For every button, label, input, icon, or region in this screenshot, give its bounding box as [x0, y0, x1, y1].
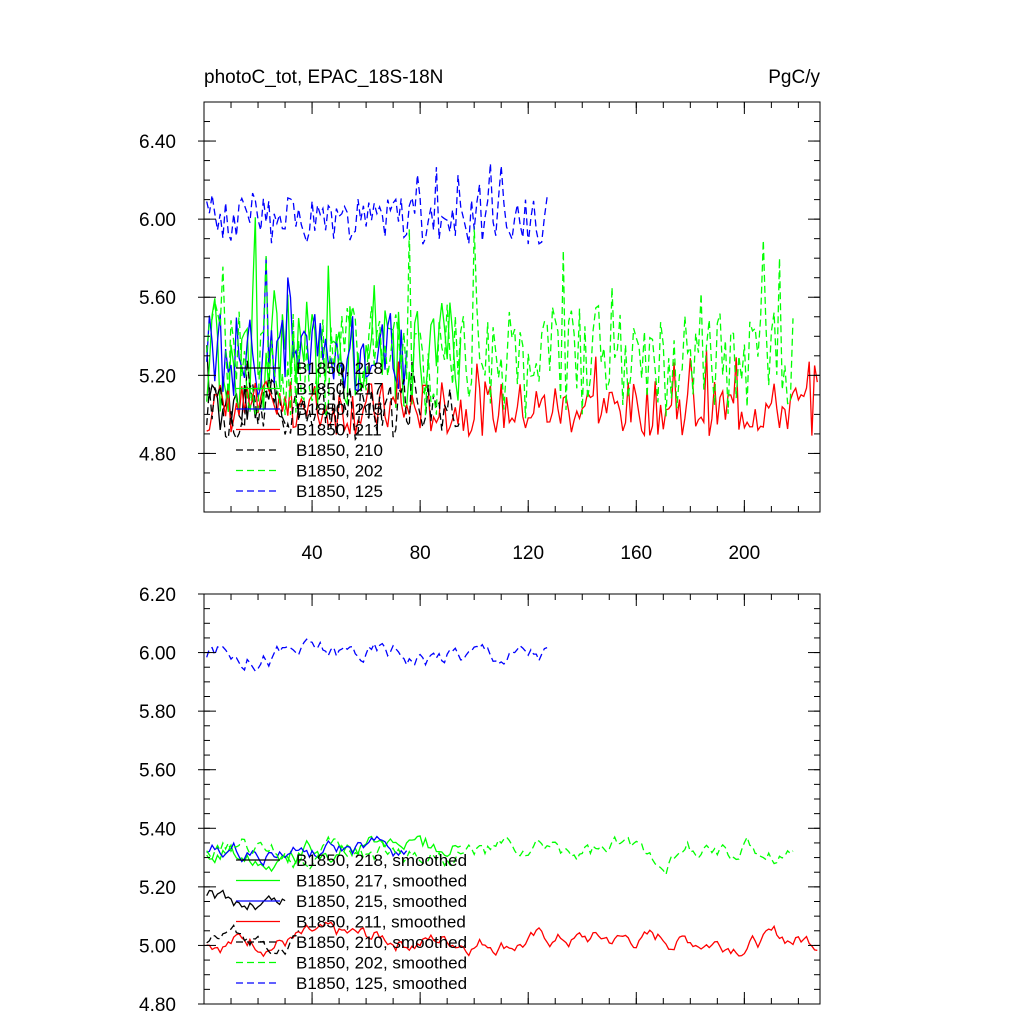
series-line	[206, 835, 408, 867]
legend-label: B1850, 125, smoothed	[296, 974, 467, 993]
y-tick-label: 5.40	[139, 819, 176, 840]
legend: B1850, 218, smoothed B1850, 217, smoothed…	[236, 851, 467, 993]
y-tick-label: 4.80	[139, 995, 176, 1016]
ticks-layer: 4.80 5.00 5.20 5.40 5.60 5.80 6.00 6.20	[139, 585, 820, 1016]
x-tick-label: 200	[728, 543, 760, 564]
y-tick-label: 6.40	[139, 132, 176, 153]
legend-label: B1850, 211	[296, 421, 382, 440]
chart-title: photoC_tot, EPAC_18S-18N	[204, 67, 443, 88]
legend-label: B1850, 218	[296, 359, 383, 378]
y-tick-label: 5.60	[139, 288, 176, 309]
series-line	[206, 924, 300, 956]
y-tick-label: 6.00	[139, 210, 176, 231]
units-label: PgC/y	[768, 67, 820, 88]
x-tick-label: 120	[512, 543, 544, 564]
ticks-layer: 4.80 5.20 5.60 6.00 6.40 40 80 120 160 200	[139, 101, 820, 564]
legend-label: B1850, 215	[296, 400, 383, 419]
plot-frame	[203, 101, 821, 513]
x-tick-label: 80	[410, 543, 431, 564]
y-tick-label: 5.00	[139, 936, 176, 957]
series-line	[206, 889, 286, 911]
legend-label: B1850, 215, smoothed	[296, 892, 467, 911]
legend-label: B1850, 202	[296, 462, 383, 481]
series-line	[206, 638, 548, 673]
plot-frame	[203, 593, 821, 1005]
x-tick-label: 160	[620, 543, 652, 564]
top-panel: photoC_tot, EPAC_18S-18N PgC/y 4.80 5.20 5…	[139, 67, 821, 564]
y-tick-label: 5.80	[139, 702, 176, 723]
series-line	[206, 163, 548, 245]
legend-label: B1850, 217, smoothed	[296, 872, 467, 891]
legend-label: B1850, 210	[296, 441, 383, 460]
y-tick-label: 6.20	[139, 585, 176, 606]
bottom-panel: 4.80 5.00 5.20 5.40 5.60 5.80 6.00 6.20 B1850, …	[139, 585, 821, 1016]
series-line	[206, 226, 794, 419]
series-layer	[206, 163, 818, 442]
y-tick-label: 5.60	[139, 761, 176, 782]
series-line	[206, 835, 794, 877]
y-tick-label: 4.80	[139, 444, 176, 465]
legend-label: B1850, 202, smoothed	[296, 954, 467, 973]
x-tick-label: 40	[301, 543, 322, 564]
series-line	[206, 257, 408, 398]
legend-label: B1850, 210, smoothed	[296, 933, 467, 952]
series-line	[206, 921, 818, 958]
y-tick-label: 5.20	[139, 878, 176, 899]
y-tick-label: 5.20	[139, 366, 176, 387]
legend-label: B1850, 217	[296, 380, 383, 399]
series-line	[206, 360, 462, 442]
legend-label: B1850, 218, smoothed	[296, 851, 467, 870]
y-tick-label: 6.00	[139, 644, 176, 665]
legend-label: B1850, 211, smoothed	[296, 913, 466, 932]
legend-label: B1850, 125	[296, 482, 383, 501]
